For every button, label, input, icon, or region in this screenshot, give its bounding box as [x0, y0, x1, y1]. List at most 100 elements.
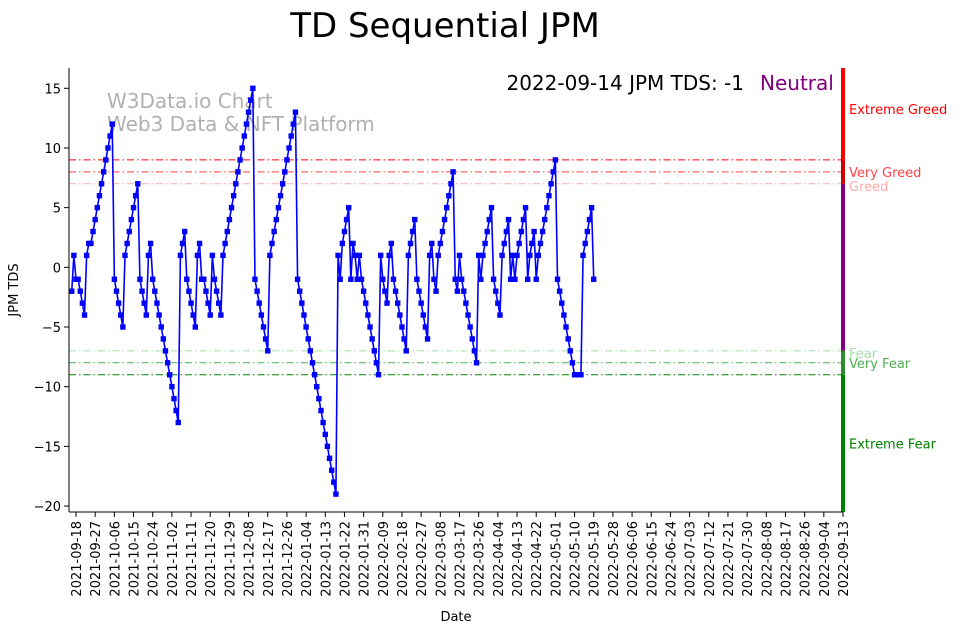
data-point — [586, 216, 593, 223]
data-point — [533, 276, 539, 282]
data-point — [567, 348, 573, 354]
watermark-line-2: Web3 Data & NFT Platform — [107, 112, 375, 136]
data-point — [475, 252, 482, 259]
data-point — [143, 312, 150, 318]
x-tick-label: 2022-06-06 — [626, 521, 641, 597]
data-point — [175, 419, 181, 426]
data-point — [542, 216, 548, 223]
data-point — [422, 324, 429, 330]
data-point — [435, 252, 441, 259]
data-point — [203, 288, 209, 294]
data-point — [471, 348, 478, 354]
data-point — [282, 169, 288, 175]
data-point — [514, 252, 520, 259]
data-point — [552, 157, 559, 163]
sentiment-status: Neutral — [760, 71, 834, 95]
data-point — [301, 312, 307, 318]
data-point — [448, 181, 454, 187]
sentiment-segment — [841, 374, 845, 512]
data-point — [424, 336, 431, 342]
y-tick-label: −10 — [34, 381, 61, 396]
data-point — [507, 276, 514, 282]
data-point — [554, 276, 561, 282]
data-point — [469, 336, 475, 342]
data-point — [224, 228, 230, 235]
x-tick-label: 2021-11-20 — [204, 521, 219, 597]
x-tick-label: 2022-05-01 — [549, 521, 564, 597]
x-tick-label: 2022-01-13 — [319, 521, 334, 597]
data-point — [331, 479, 337, 485]
data-point — [397, 312, 403, 318]
data-point — [392, 288, 399, 294]
data-point — [339, 240, 346, 247]
data-point — [243, 121, 250, 127]
data-point — [510, 252, 516, 259]
extreme-greed-label: Extreme Greed — [849, 103, 947, 118]
data-point — [316, 395, 322, 402]
data-point — [503, 228, 510, 235]
data-point — [239, 145, 245, 151]
data-point — [284, 157, 290, 163]
data-point — [230, 193, 237, 199]
y-tick-label: 15 — [44, 82, 61, 97]
data-point — [441, 216, 448, 223]
data-point — [322, 431, 328, 438]
data-point — [126, 228, 132, 235]
data-point — [350, 240, 356, 247]
x-tick-label: 2022-07-12 — [703, 521, 718, 597]
x-tick-label: 2022-08-26 — [799, 521, 814, 597]
data-point — [75, 276, 81, 282]
data-point — [124, 240, 130, 247]
data-point — [343, 216, 350, 223]
x-tick-label: 2021-10-24 — [147, 521, 162, 597]
data-point — [328, 467, 335, 473]
data-point — [101, 169, 107, 175]
data-point — [181, 228, 188, 235]
data-point — [220, 252, 226, 259]
data-point — [535, 252, 542, 259]
data-point — [262, 336, 269, 342]
data-point — [505, 216, 512, 223]
y-ticks: 15 10 5 0 −5 −10 −15 −20 — [34, 82, 69, 515]
tds-points — [69, 85, 597, 497]
data-point — [358, 276, 365, 282]
data-point — [188, 300, 194, 306]
data-point — [169, 383, 175, 390]
data-point — [439, 228, 446, 235]
x-tick-label: 2022-01-31 — [358, 521, 373, 597]
data-point — [403, 348, 409, 354]
sentiment-bar — [841, 68, 845, 512]
y-tick-label: −5 — [42, 321, 61, 336]
data-point — [162, 348, 169, 354]
data-point — [354, 276, 360, 282]
data-point — [499, 252, 505, 259]
x-tick-label: 2022-06-24 — [664, 521, 679, 597]
x-tick-label: 2021-10-06 — [108, 521, 123, 597]
data-point — [333, 491, 339, 497]
data-point — [591, 276, 597, 282]
data-point — [537, 240, 544, 247]
latest-annotation: 2022-09-14 JPM TDS: -1 — [506, 71, 744, 95]
data-point — [160, 336, 167, 342]
data-point — [467, 324, 473, 330]
data-point — [324, 443, 331, 450]
data-point — [516, 240, 522, 247]
x-tick-label: 2022-01-04 — [300, 521, 315, 597]
data-point — [105, 145, 111, 151]
data-point — [473, 360, 480, 366]
data-point — [495, 300, 501, 306]
data-point — [352, 252, 358, 259]
data-point — [156, 312, 162, 318]
x-tick-label: 2022-05-28 — [607, 521, 622, 597]
data-point — [529, 240, 535, 247]
data-point — [128, 216, 135, 223]
data-point — [522, 204, 529, 211]
data-point — [414, 276, 420, 282]
data-point — [248, 97, 254, 103]
data-point — [458, 276, 465, 282]
x-tick-label: 2022-08-08 — [760, 521, 775, 597]
data-point — [222, 240, 228, 247]
data-point — [271, 228, 277, 235]
